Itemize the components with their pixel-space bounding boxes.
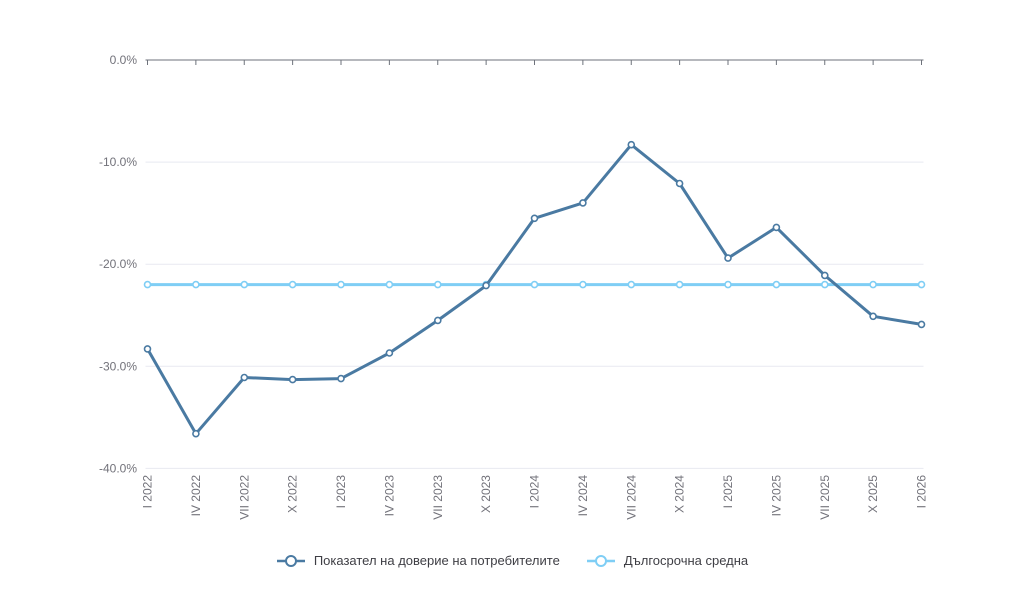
x-tick-label: I 2026 [915, 475, 929, 509]
x-tick-label: X 2022 [286, 475, 300, 513]
data-point[interactable] [288, 375, 297, 384]
data-point[interactable] [143, 280, 152, 289]
legend-item-long-term-average[interactable]: Дългосрочна средна [586, 553, 748, 568]
y-tick-label: -30.0% [99, 359, 137, 373]
x-tick-label: X 2024 [673, 475, 687, 513]
x-tick-label: IV 2023 [382, 475, 396, 517]
data-point[interactable] [724, 254, 732, 262]
x-tick-label: I 2023 [334, 475, 348, 509]
series-consumer-confidence-path [146, 143, 923, 436]
x-tick-label: X 2023 [479, 475, 493, 513]
data-point[interactable] [579, 199, 587, 207]
x-tick-label: IV 2022 [189, 475, 203, 517]
data-point[interactable] [675, 179, 684, 188]
data-point[interactable] [385, 280, 394, 289]
data-point[interactable] [675, 280, 684, 289]
data-point[interactable] [337, 280, 345, 289]
x-tick-label: VII 2022 [237, 475, 251, 520]
y-tick-label: 0.0% [110, 53, 138, 67]
x-tick-label: VII 2023 [431, 475, 445, 520]
data-point[interactable] [240, 280, 249, 289]
legend-label-consumer-confidence: Показател на доверие на потребителите [313, 553, 560, 568]
data-point[interactable] [192, 429, 200, 438]
y-tick-label: -10.0% [99, 155, 137, 169]
x-tick-label: IV 2025 [769, 475, 783, 517]
x-tick-label: VII 2024 [624, 475, 638, 520]
data-point[interactable] [482, 281, 490, 290]
data-point[interactable] [917, 320, 926, 329]
data-point[interactable] [724, 280, 732, 289]
series-consumer-confidence-line [143, 140, 926, 438]
data-point[interactable] [240, 373, 249, 382]
data-point[interactable] [869, 280, 877, 289]
data-point[interactable] [820, 280, 829, 289]
x-tick-label: I 2025 [721, 475, 735, 509]
x-axis-labels: I 2022 IV 2022 VII 2022 X 2022 I 2023 IV 2023… [141, 475, 929, 520]
y-tick-label: -20.0% [99, 257, 137, 271]
x-tick-label: VII 2025 [818, 475, 832, 520]
data-point[interactable] [433, 316, 442, 325]
data-point[interactable] [820, 271, 829, 280]
gridlines [145, 161, 924, 469]
data-point[interactable] [772, 223, 781, 232]
line-circle-marker-icon [276, 554, 305, 567]
data-point[interactable] [385, 349, 394, 357]
y-tick-label: -40.0% [99, 461, 137, 475]
data-point[interactable] [337, 374, 345, 383]
legend-item-consumer-confidence[interactable]: Показател на доверие на потребителите [276, 553, 560, 568]
x-axis [145, 59, 924, 65]
data-point[interactable] [579, 280, 587, 289]
data-point[interactable] [627, 140, 636, 149]
line-circle-marker-icon [586, 554, 615, 567]
chart-legend: Показател на доверие на потребителите Дъ… [0, 553, 1024, 568]
x-tick-label: I 2024 [528, 475, 542, 509]
data-point[interactable] [530, 214, 539, 223]
data-point[interactable] [530, 280, 539, 289]
x-tick-label: I 2022 [141, 475, 155, 509]
legend-label-long-term-average: Дългосрочна средна [623, 553, 749, 568]
y-axis-labels: 0.0% -10.0% -20.0% -30.0% -40.0% [99, 53, 137, 475]
data-point[interactable] [288, 280, 297, 289]
data-point[interactable] [917, 280, 926, 289]
data-point[interactable] [627, 280, 636, 289]
series-long-term-average-line [143, 280, 926, 289]
data-point[interactable] [143, 345, 152, 353]
data-point[interactable] [433, 280, 442, 289]
data-point[interactable] [192, 280, 200, 289]
x-tick-label: X 2025 [866, 475, 880, 513]
data-point[interactable] [869, 312, 877, 321]
data-point[interactable] [772, 280, 781, 289]
x-tick-label: IV 2024 [576, 475, 590, 517]
chart-plot-area: 0.0% -10.0% -20.0% -30.0% -40.0% I 2022 IV 202… [99, 53, 929, 520]
